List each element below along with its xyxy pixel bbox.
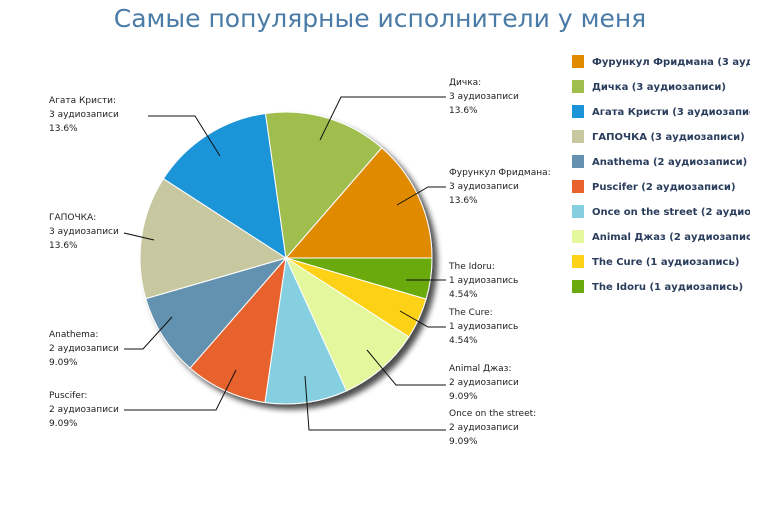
- callout-percent: 9.09%: [449, 437, 478, 447]
- legend-label[interactable]: Агата Кристи (3 аудиозаписи): [592, 107, 760, 118]
- pie-slices: [139, 111, 433, 405]
- pie-slice[interactable]: [264, 111, 383, 260]
- legend-swatch: [572, 105, 584, 118]
- callout-name: The Idoru:: [448, 262, 495, 272]
- callout-percent: 4.54%: [449, 290, 478, 300]
- callout-leader-line: [396, 186, 446, 206]
- callout-leader-line: [399, 310, 446, 328]
- callout-name: Фурункул Фридмана:: [449, 168, 551, 178]
- callout-percent: 4.54%: [449, 336, 478, 346]
- callout-count: 3 аудиозаписи: [449, 182, 519, 192]
- callout-name: Дичка:: [449, 78, 481, 88]
- legend-label[interactable]: Фурункул Фридмана (3 аудиозаписи): [592, 57, 760, 68]
- callout-percent: 9.09%: [49, 358, 78, 368]
- callout-percent: 9.09%: [449, 392, 478, 402]
- legend-swatch: [572, 130, 584, 143]
- callout-name: The Cure:: [448, 308, 493, 318]
- callout-leader-line: [148, 115, 221, 157]
- legend-swatch: [572, 230, 584, 243]
- callout-percent: 13.6%: [49, 241, 78, 251]
- legend-swatch: [572, 255, 584, 268]
- callout-count: 2 аудиозаписи: [449, 423, 519, 433]
- callout-name: Animal Джаз:: [449, 364, 511, 374]
- callout-leader-line: [319, 96, 446, 141]
- pie-slice[interactable]: [284, 256, 410, 392]
- callout-name: Once on the street:: [449, 409, 536, 419]
- legend-label[interactable]: Anathema (2 аудиозаписи): [592, 157, 747, 168]
- callout-count: 1 аудиозапись: [449, 276, 518, 286]
- chart-title: Самые популярные исполнители у меня: [113, 4, 647, 33]
- legend-label[interactable]: Animal Джаз (2 аудиозаписи): [592, 232, 760, 243]
- legend-swatch: [572, 280, 584, 293]
- legend: Фурункул Фридмана (3 аудиозаписи) Дичка (…: [572, 55, 760, 293]
- callout-percent: 13.6%: [449, 106, 478, 116]
- callout-leader-line: [366, 349, 446, 386]
- callout-name: Puscifer:: [49, 391, 87, 401]
- pie-slice[interactable]: [189, 256, 287, 404]
- callout-count: 2 аудиозаписи: [49, 344, 119, 354]
- callout-percent: 13.6%: [449, 196, 478, 206]
- callout-name: ГАПОЧКА:: [49, 213, 96, 223]
- callout-count: 3 аудиозаписи: [49, 110, 119, 120]
- legend-swatch: [572, 80, 584, 93]
- legend-swatch: [572, 205, 584, 218]
- callout-leader-line: [124, 369, 237, 411]
- callout-name: Anathema:: [49, 330, 98, 340]
- callout-percent: 13.6%: [49, 124, 78, 134]
- callout-leader-line: [123, 232, 155, 241]
- legend-swatch: [572, 180, 584, 193]
- legend-swatch: [572, 55, 584, 68]
- legend-swatch: [572, 155, 584, 168]
- callout-count: 2 аудиозаписи: [449, 378, 519, 388]
- legend-label[interactable]: The Cure (1 аудиозапись): [592, 257, 739, 268]
- callout-count: 1 аудиозапись: [449, 322, 518, 332]
- pie-slice[interactable]: [284, 147, 433, 259]
- callout-leader-line: [124, 316, 173, 350]
- callout-leader-line: [304, 375, 446, 431]
- callout-labels: Фурункул Фридмана: 3 аудиозаписи 13.6% The …: [49, 78, 551, 447]
- legend-label[interactable]: Once on the street (2 аудиозаписи): [592, 207, 760, 218]
- callout-count: 3 аудиозаписи: [49, 227, 119, 237]
- callout-name: Агата Кристи:: [49, 96, 116, 106]
- callout-count: 3 аудиозаписи: [449, 92, 519, 102]
- legend-label[interactable]: Дичка (3 аудиозаписи): [592, 82, 726, 93]
- legend-label[interactable]: The Idoru (1 аудиозапись): [592, 282, 743, 293]
- legend-label[interactable]: ГАПОЧКА (3 аудиозаписи): [592, 132, 745, 143]
- callout-percent: 9.09%: [49, 419, 78, 429]
- callout-count: 2 аудиозаписи: [49, 405, 119, 415]
- pie-slice[interactable]: [145, 257, 288, 369]
- legend-label[interactable]: Puscifer (2 аудиозаписи): [592, 182, 736, 193]
